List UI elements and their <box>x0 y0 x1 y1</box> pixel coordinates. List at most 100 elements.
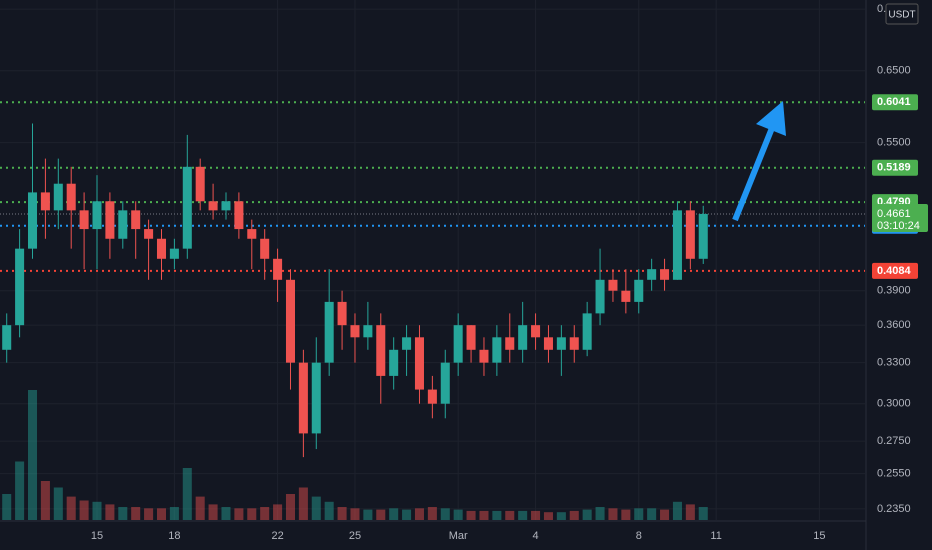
candle-body <box>595 279 605 314</box>
level-label-box <box>872 262 918 279</box>
candle-body <box>40 192 50 211</box>
x-tick-label: Mar <box>449 530 468 542</box>
level-label-box <box>872 159 918 176</box>
candle-body <box>169 248 179 259</box>
volume <box>2 390 708 520</box>
arrow-shaft <box>732 126 775 222</box>
volume-bar <box>79 500 89 520</box>
candle-body <box>647 269 657 280</box>
candle-body <box>156 238 167 259</box>
volume-bar <box>247 508 257 520</box>
candle-body <box>582 313 592 350</box>
y-tick-label: 0.3900 <box>877 285 911 297</box>
candle-body <box>672 210 682 280</box>
volume-bar <box>389 508 399 520</box>
volume-bar <box>182 468 192 520</box>
currency-box <box>885 3 919 25</box>
candle-body <box>27 192 38 249</box>
volume-bar <box>298 487 308 520</box>
candle-body <box>285 279 295 363</box>
volume-bar <box>221 507 231 520</box>
volume-bar <box>66 496 76 520</box>
candle-body <box>505 337 515 350</box>
candle-body <box>105 201 115 239</box>
candle-body <box>569 337 579 350</box>
volume-bar <box>531 510 541 520</box>
candle-body <box>427 389 437 404</box>
candle-body <box>556 337 566 350</box>
volume-bar <box>556 512 566 520</box>
volume-bar <box>208 504 218 520</box>
volume-bar <box>466 510 476 520</box>
volume-bar <box>479 510 489 520</box>
level-label: 0.6041 <box>877 96 911 108</box>
candle-body <box>221 201 231 211</box>
y-tick-label: 0.2750 <box>877 435 911 447</box>
last-price-box <box>872 203 928 232</box>
volume-bar <box>685 504 695 520</box>
volume-bar <box>427 507 437 520</box>
level-label-box <box>872 94 918 111</box>
candle-body <box>182 166 192 249</box>
candle-body <box>208 201 218 211</box>
candle-body <box>195 166 205 202</box>
candle-body <box>92 201 102 230</box>
volume-bar <box>260 507 270 520</box>
y-tick-label: 0.6500 <box>877 65 911 77</box>
volume-bar <box>337 507 347 520</box>
volume-bar <box>144 508 154 520</box>
candle-body <box>621 290 631 302</box>
candle-body <box>363 325 373 338</box>
volume-bar <box>518 510 528 520</box>
price-axis: 0.2350 0.2550 0.2750 0.3000 0.3300 0.3600 0.39… <box>872 3 928 515</box>
volume-bar <box>492 510 502 520</box>
arrow-head <box>756 101 786 136</box>
volume-bar <box>414 508 424 520</box>
volume-bar <box>27 390 38 520</box>
volume-bar <box>169 507 179 520</box>
x-tick-label: 15 <box>813 530 825 542</box>
volume-bar <box>582 509 592 520</box>
candle-body <box>376 325 386 376</box>
volume-bar <box>2 494 12 520</box>
x-tick-label: 11 <box>710 530 721 542</box>
volume-bar <box>15 461 25 520</box>
arrow <box>732 101 786 222</box>
candle-body <box>479 349 489 363</box>
y-tick-label: 0.3300 <box>877 357 911 369</box>
volume-bar <box>505 510 515 520</box>
candle-body <box>298 362 308 434</box>
candle-body <box>660 269 670 280</box>
volume-bar <box>363 509 373 520</box>
volume-bar <box>660 509 670 520</box>
candle-body <box>53 183 63 211</box>
volume-bar <box>453 509 463 520</box>
volume-bar <box>402 509 412 520</box>
volume-bar <box>595 507 605 520</box>
candle-body <box>15 248 25 326</box>
countdown: 03:10:24 <box>877 220 920 232</box>
candle-body <box>453 325 463 363</box>
y-tick-label: 0.2350 <box>877 503 911 515</box>
volume-bar <box>324 501 334 520</box>
candle-body <box>634 279 644 302</box>
y-tick-label: 0.3600 <box>877 319 911 331</box>
candle-body <box>350 325 360 338</box>
candle-body <box>389 349 399 376</box>
candle-body <box>402 337 412 350</box>
volume-bar <box>40 481 50 520</box>
candle-body <box>337 301 347 326</box>
y-tick-label: 0.5500 <box>877 137 911 149</box>
volume-bar <box>543 512 553 520</box>
volume-bar <box>634 508 644 520</box>
volume-bar <box>195 496 205 520</box>
volume-bar <box>131 507 141 520</box>
levels <box>0 101 865 272</box>
volume-bar <box>672 501 682 520</box>
volume-bar <box>118 507 128 520</box>
volume-bar <box>569 510 579 520</box>
candle-body <box>698 213 708 259</box>
volume-bar <box>350 508 360 520</box>
